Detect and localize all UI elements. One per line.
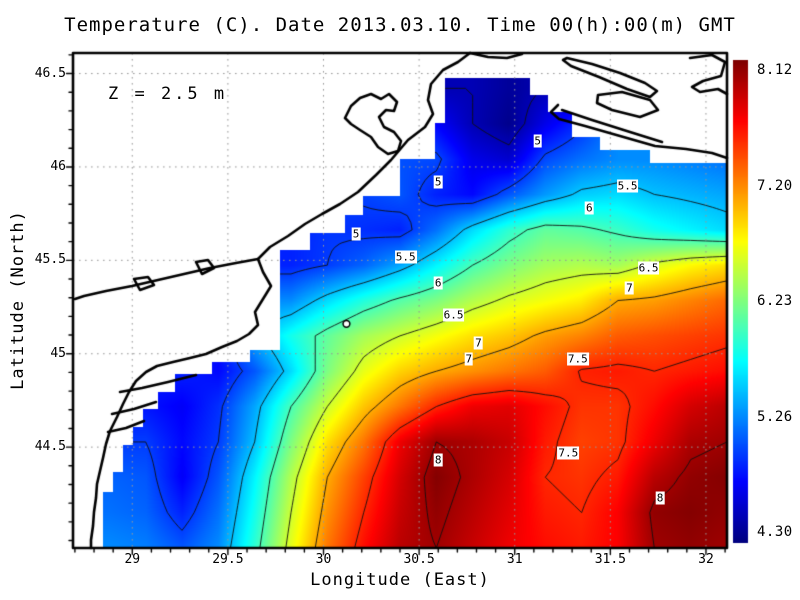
x-tick-label: 30.5 bbox=[403, 552, 435, 567]
x-tick-label: 30 bbox=[315, 552, 332, 567]
colorbar-tick-label: 7.20 bbox=[757, 177, 793, 194]
contour-label: 5 bbox=[351, 227, 361, 241]
contour-label: 5.5 bbox=[616, 179, 639, 193]
y-axis-title: Latitude (North) bbox=[8, 210, 28, 390]
contour-label: 5.5 bbox=[394, 250, 417, 264]
y-tick-label: 44.5 bbox=[34, 439, 66, 455]
contour-label: 6 bbox=[585, 201, 594, 215]
colorbar-tick-label: 4.30 bbox=[757, 524, 793, 540]
contour-label: 6 bbox=[433, 276, 443, 290]
contour-label: 7.5 bbox=[566, 352, 589, 366]
colorbar-tick-label: 8.12 bbox=[757, 62, 793, 78]
x-axis-title: Longitude (East) bbox=[310, 570, 490, 590]
plot-title: Temperature (C). Date 2013.03.10. Time 0… bbox=[64, 14, 736, 36]
contour-label: 7 bbox=[474, 336, 483, 350]
contour-label: 5 bbox=[533, 134, 542, 148]
contour-label: 6.5 bbox=[442, 308, 465, 321]
x-tick-label: 31 bbox=[506, 552, 523, 567]
contour-label: 7 bbox=[464, 352, 474, 366]
colorbar-tick-label: 6.23 bbox=[757, 293, 793, 309]
y-tick-label: 46 bbox=[50, 158, 66, 174]
x-tick-label: 29 bbox=[124, 552, 141, 567]
contour-label: 8 bbox=[433, 453, 443, 467]
contour-label: 6.5 bbox=[637, 261, 660, 275]
x-tick-label: 31.5 bbox=[594, 552, 626, 567]
contour-label: 8 bbox=[655, 491, 665, 505]
y-tick-label: 45 bbox=[50, 345, 66, 361]
y-tick-label: 46.5 bbox=[34, 65, 66, 81]
depth-annotation: Z = 2.5 m bbox=[108, 84, 228, 104]
y-tick-label: 45.5 bbox=[34, 252, 66, 268]
contour-label: 7.5 bbox=[557, 446, 580, 460]
colorbar-tick-label: 5.26 bbox=[757, 408, 793, 425]
x-tick-label: 29.5 bbox=[212, 552, 244, 567]
contour-label: 7 bbox=[625, 281, 634, 295]
contour-label: 5 bbox=[433, 175, 443, 189]
x-tick-label: 32 bbox=[698, 552, 714, 567]
